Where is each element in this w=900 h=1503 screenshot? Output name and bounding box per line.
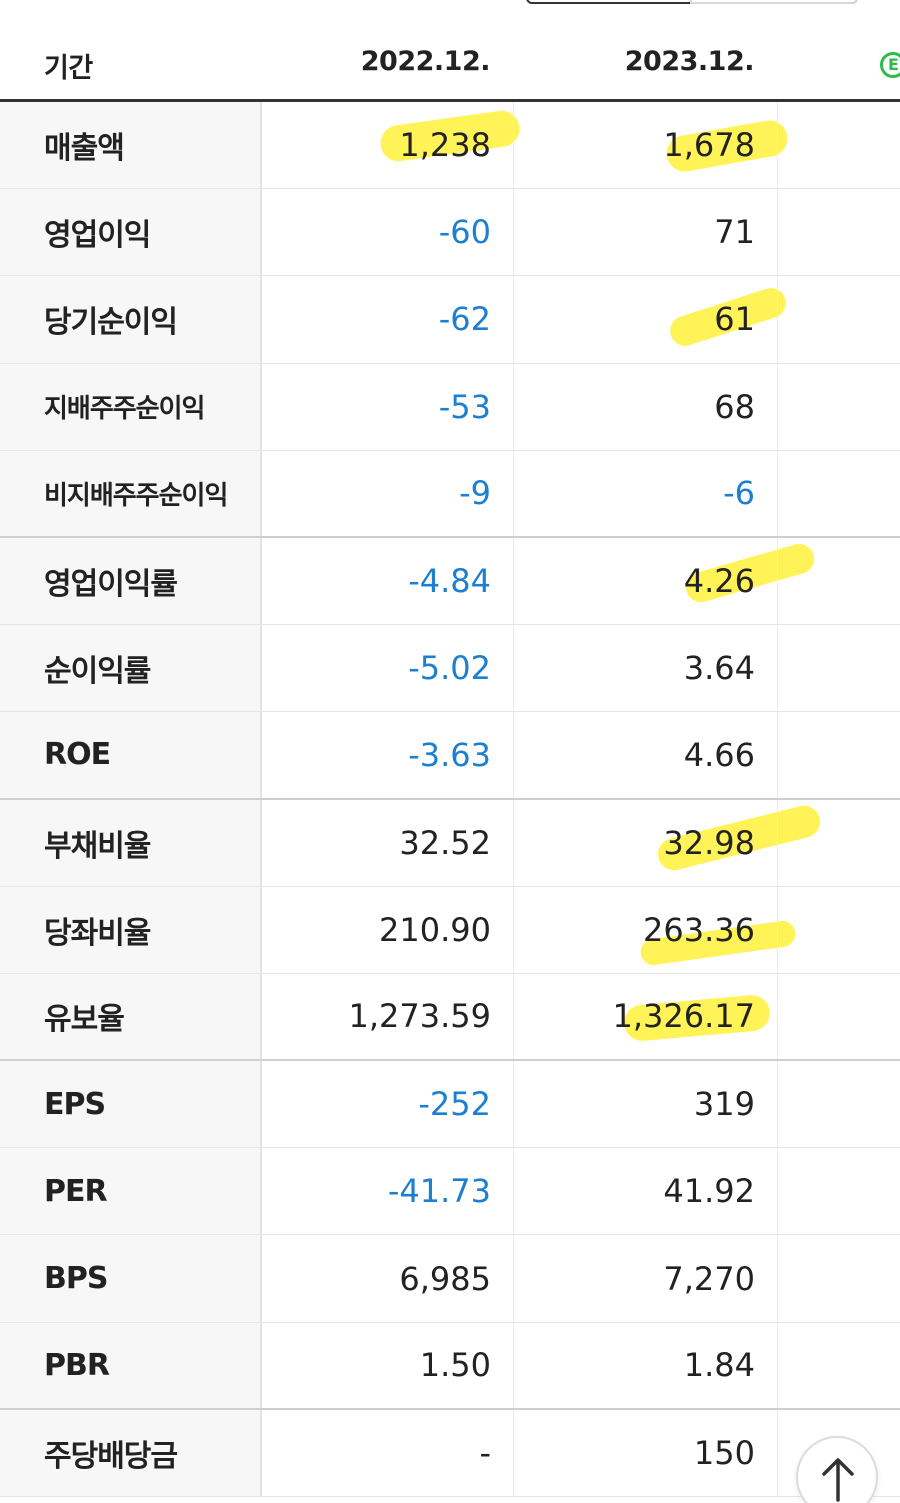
header-period-label: 기간 xyxy=(44,53,93,84)
value-2023: 61 xyxy=(514,276,778,363)
row-label: 영업이익률 xyxy=(0,537,262,625)
header-col-2023: 2023.12. xyxy=(624,46,755,77)
value-2022: - xyxy=(262,1409,514,1496)
value-2022: -3.63 xyxy=(262,712,514,798)
value-2023: 319 xyxy=(514,1061,778,1148)
row-label: 주당배당금 xyxy=(0,1409,262,1496)
row-label: 영업이익 xyxy=(0,189,262,276)
table-row: 부채비율 32.52 32.98 xyxy=(0,799,900,887)
row-label: 지배주주순이익 xyxy=(0,363,262,450)
row-label: 당기순이익 xyxy=(0,276,262,363)
table-row: 순이익률 -5.02 3.64 xyxy=(0,625,900,713)
table-header: 기간 2022.12. 2023.12. E xyxy=(0,0,900,102)
header-col-2022: 2022.12. xyxy=(360,46,491,77)
value-2023: 4.66 xyxy=(514,712,778,798)
table-row: 비지배주주순이익 -9 -6 xyxy=(0,450,900,538)
value-2022: -252 xyxy=(262,1061,514,1148)
table-row: 매출액 1,238 1,678 xyxy=(0,102,900,190)
value-2023: 3.64 xyxy=(514,625,778,712)
value-2022: -60 xyxy=(262,189,514,276)
value-2023: 1,678 xyxy=(514,102,778,189)
scroll-to-top-button[interactable] xyxy=(796,1436,878,1503)
value-2023: 68 xyxy=(514,363,778,450)
value-2022: 1,273.59 xyxy=(262,973,514,1060)
row-label: EPS xyxy=(0,1061,262,1148)
value-2023: 150 xyxy=(514,1409,778,1496)
table-row: 주당배당금 - 150 xyxy=(0,1409,900,1497)
value-2022: -5.02 xyxy=(262,625,514,712)
value-2023: 7,270 xyxy=(514,1235,778,1322)
row-label: 매출액 xyxy=(0,102,262,189)
value-2023: 1.84 xyxy=(514,1322,778,1408)
row-label: PER xyxy=(0,1148,262,1235)
value-2023: 4.26 xyxy=(514,537,778,625)
table-row: PER -41.73 41.92 xyxy=(0,1148,900,1236)
value-2022: 32.52 xyxy=(262,799,514,886)
value-2023: 263.36 xyxy=(514,886,778,973)
row-label: 순이익률 xyxy=(0,625,262,712)
row-label: 유보율 xyxy=(0,973,262,1060)
value-2023: 41.92 xyxy=(514,1148,778,1235)
row-label: 비지배주주순이익 xyxy=(0,450,262,536)
row-label: BPS xyxy=(0,1235,262,1322)
table-row: EPS -252 319 xyxy=(0,1061,900,1149)
value-2022: 1,238 xyxy=(262,102,514,189)
table-row: ROE -3.63 4.66 xyxy=(0,712,900,800)
value-2023: 71 xyxy=(514,189,778,276)
value-2023: 32.98 xyxy=(514,799,778,886)
value-2022: -53 xyxy=(262,363,514,450)
value-2023: -6 xyxy=(514,450,778,536)
row-label: 부채비율 xyxy=(0,799,262,886)
value-2022: 6,985 xyxy=(262,1235,514,1322)
value-2022: -9 xyxy=(262,450,514,536)
table-row: 유보율 1,273.59 1,326.17 xyxy=(0,973,900,1062)
value-2023: 1,326.17 xyxy=(514,973,778,1060)
table-row: BPS 6,985 7,270 xyxy=(0,1235,900,1323)
table-row: 당기순이익 -62 61 xyxy=(0,276,900,364)
row-label: ROE xyxy=(0,712,262,798)
row-label: PBR xyxy=(0,1322,262,1408)
value-2022: 1.50 xyxy=(262,1322,514,1408)
financial-table: 매출액 1,238 1,678 영업이익 -60 71 당기순이익 -62 61… xyxy=(0,102,900,1497)
value-2022: 210.90 xyxy=(262,886,514,973)
table-row: PBR 1.50 1.84 xyxy=(0,1322,900,1410)
value-2022: -41.73 xyxy=(262,1148,514,1235)
value-2022: -62 xyxy=(262,276,514,363)
table-row: 영업이익률 -4.84 4.26 xyxy=(0,537,900,626)
table-row: 영업이익 -60 71 xyxy=(0,189,900,277)
table-row: 당좌비율 210.90 263.36 xyxy=(0,886,900,974)
table-row: 지배주주순이익 -53 68 xyxy=(0,363,900,451)
value-2022: -4.84 xyxy=(262,537,514,625)
arrow-up-icon xyxy=(822,1458,854,1502)
row-label: 당좌비율 xyxy=(0,886,262,973)
e-badge-icon[interactable]: E xyxy=(880,52,900,78)
